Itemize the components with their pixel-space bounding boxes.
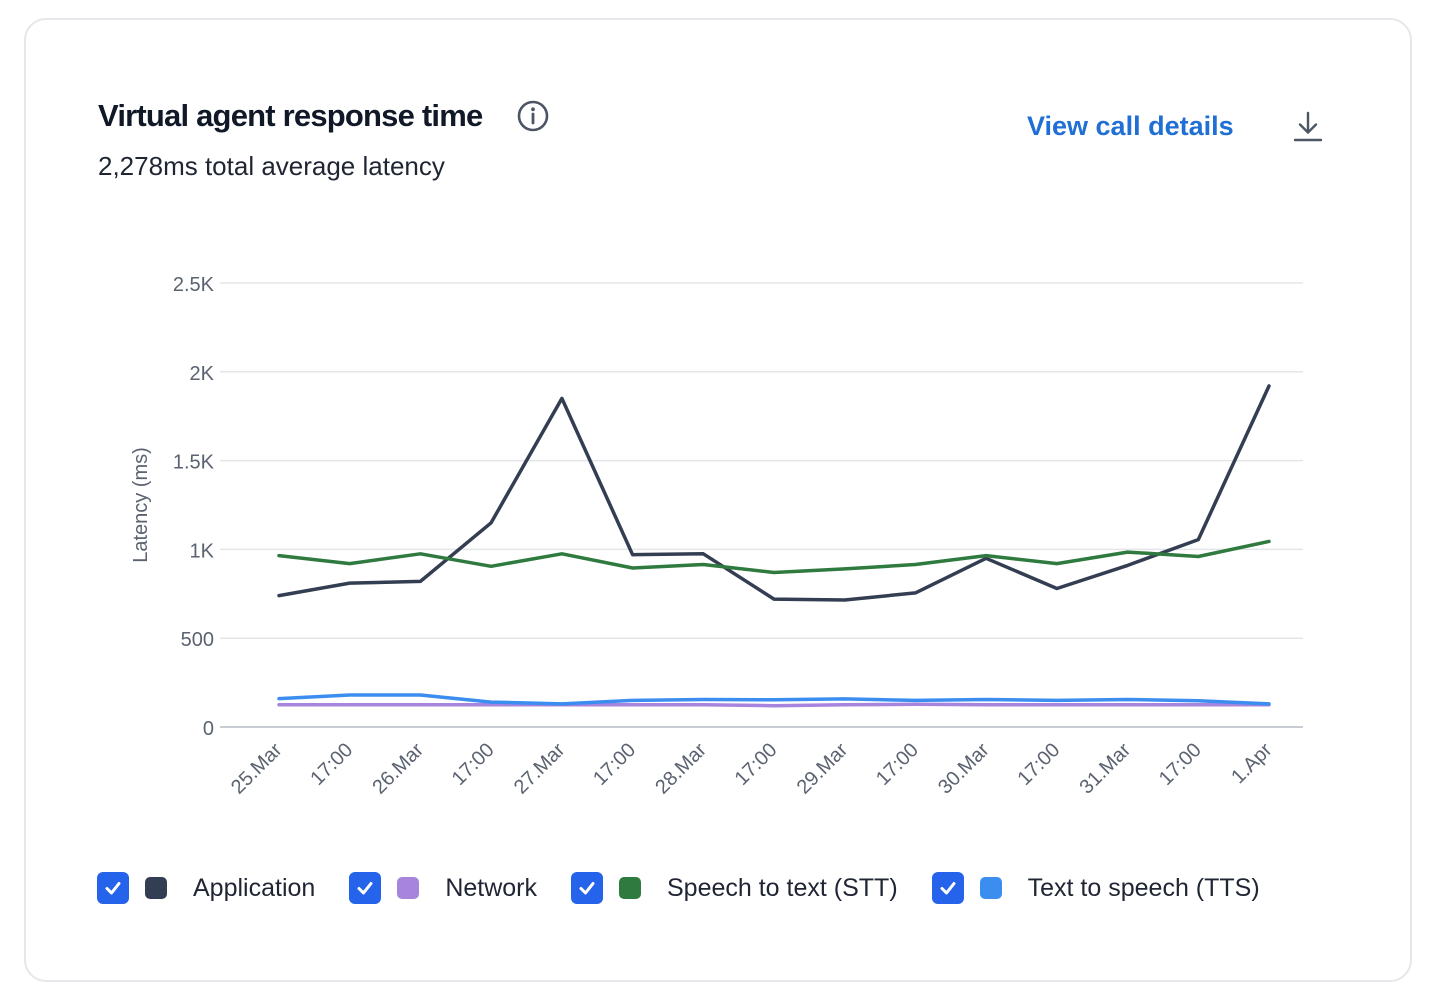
view-call-details-link[interactable]: View call details	[1027, 111, 1234, 141]
x-tick-label: 17:00	[589, 739, 640, 790]
x-tick-label: 29.Mar	[793, 739, 853, 799]
x-tick-label: 17:00	[448, 739, 499, 790]
x-tick-label: 17:00	[1013, 739, 1064, 790]
x-tick-label: 17:00	[731, 739, 782, 790]
checkmark-icon	[579, 882, 595, 895]
legend-checkbox[interactable]	[97, 872, 129, 904]
legend-item-network[interactable]: Network	[349, 872, 537, 904]
checkmark-icon	[357, 882, 373, 895]
legend-swatch	[145, 877, 167, 899]
legend-item-speech-to-text-stt[interactable]: Speech to text (STT)	[571, 872, 898, 904]
x-tick-label: 27.Mar	[510, 739, 570, 799]
legend-label: Application	[193, 873, 316, 902]
x-tick-label: 1.Apr	[1227, 739, 1277, 789]
y-tick-label: 1.5K	[173, 452, 215, 474]
y-axis-label: Latency (ms)	[130, 447, 152, 563]
series-line-text-to-speech-tts	[277, 693, 1271, 706]
checkmark-icon	[940, 882, 956, 895]
legend-label: Speech to text (STT)	[667, 873, 898, 902]
x-tick-label: 30.Mar	[934, 739, 994, 799]
legend-item-text-to-speech-tts[interactable]: Text to speech (TTS)	[931, 872, 1260, 904]
series-line-network	[277, 702, 1271, 708]
chart-legend: Application Network Speech to text (STT) Te…	[97, 870, 1294, 906]
y-tick-label: 2K	[190, 363, 215, 385]
x-tick-label: 25.Mar	[227, 739, 287, 799]
average-latency-text: 2,278ms total average latency	[98, 151, 445, 181]
x-tick-label: 31.Mar	[1076, 739, 1136, 799]
x-tick-label: 17:00	[1155, 739, 1206, 790]
legend-swatch	[619, 877, 641, 899]
download-icon[interactable]	[1292, 110, 1324, 144]
response-time-card: Virtual agent response time 2,278ms tota…	[24, 18, 1412, 982]
legend-swatch	[397, 877, 420, 899]
x-tick-label: 17:00	[306, 739, 357, 790]
y-tick-label: 1K	[190, 540, 215, 562]
legend-checkbox[interactable]	[571, 872, 603, 904]
y-tick-label: 500	[181, 629, 214, 651]
y-tick-label: 0	[203, 718, 214, 740]
legend-label: Network	[445, 873, 537, 902]
legend-label: Text to speech (TTS)	[1027, 873, 1260, 902]
y-tick-label: 2.5K	[173, 274, 215, 296]
legend-item-application[interactable]: Application	[97, 872, 315, 904]
info-icon[interactable]	[517, 100, 549, 132]
series-line-speech-to-text-stt	[277, 539, 1271, 575]
x-tick-label: 28.Mar	[651, 739, 711, 799]
card-title: Virtual agent response time	[98, 98, 483, 133]
x-tick-label: 17:00	[872, 739, 923, 790]
legend-checkbox[interactable]	[931, 872, 964, 904]
legend-checkbox[interactable]	[349, 872, 382, 904]
x-tick-label: 26.Mar	[368, 739, 428, 799]
series-line-application	[277, 384, 1271, 602]
checkmark-icon	[105, 882, 121, 895]
legend-swatch	[979, 877, 1002, 899]
